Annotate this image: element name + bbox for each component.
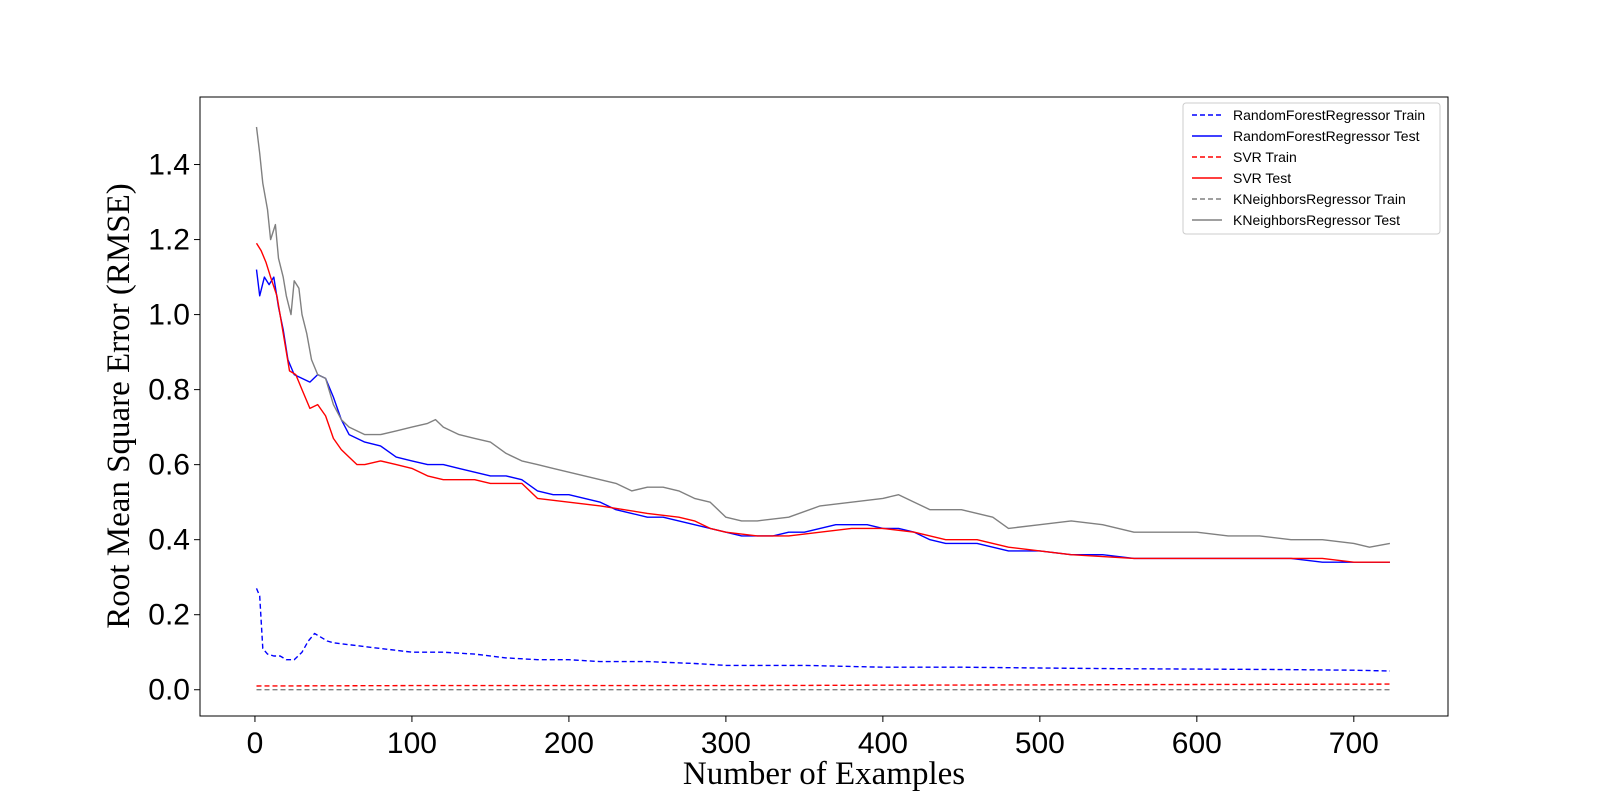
x-axis-title: Number of Examples	[683, 756, 965, 792]
y-axis-title: Root Mean Square Error (RMSE)	[101, 183, 137, 628]
x-tick-label: 0	[247, 727, 264, 760]
y-tick-label: 0.0	[148, 674, 190, 707]
y-tick-label: 0.6	[148, 449, 190, 482]
series-line-kneighborsregressor-test	[255, 126, 1391, 548]
x-tick-label: 400	[858, 727, 908, 760]
y-tick-label: 0.2	[148, 599, 190, 632]
legend: RandomForestRegressor Train RandomForestR…	[1182, 102, 1441, 235]
x-tick-label: 300	[701, 727, 751, 760]
series-line-svr-test	[255, 242, 1390, 563]
series-layer	[255, 126, 1391, 691]
x-tick-label: 700	[1329, 727, 1379, 760]
legend-label: KNeighborsRegressor Test	[1233, 212, 1400, 228]
x-axis-ticks: 0 100 200 300 400 500 600 700	[247, 716, 1379, 760]
legend-box	[1182, 102, 1441, 235]
legend-label: SVR Test	[1233, 170, 1291, 186]
legend-label: RandomForestRegressor Test	[1233, 128, 1420, 144]
x-tick-label: 500	[1015, 727, 1065, 760]
x-tick-label: 100	[387, 727, 437, 760]
series-line-randomforestregressor-test	[255, 269, 1390, 563]
y-axis-ticks: 0.0 0.2 0.4 0.6 0.8 1.0 1.2 1.4	[148, 149, 200, 707]
legend-label: KNeighborsRegressor Train	[1233, 191, 1406, 207]
legend-label: SVR Train	[1233, 149, 1297, 165]
y-tick-label: 0.8	[148, 374, 190, 407]
plot-frame	[199, 96, 1449, 717]
y-tick-label: 1.2	[148, 224, 190, 257]
series-line-randomforestregressor-train	[255, 588, 1390, 672]
y-tick-label: 1.4	[148, 149, 190, 182]
x-tick-label: 600	[1172, 727, 1222, 760]
legend-label: RandomForestRegressor Train	[1233, 107, 1425, 123]
x-tick-label: 200	[544, 727, 594, 760]
y-tick-label: 1.0	[148, 299, 190, 332]
series-line-svr-train	[256, 683, 1390, 687]
y-tick-label: 0.4	[148, 524, 190, 557]
